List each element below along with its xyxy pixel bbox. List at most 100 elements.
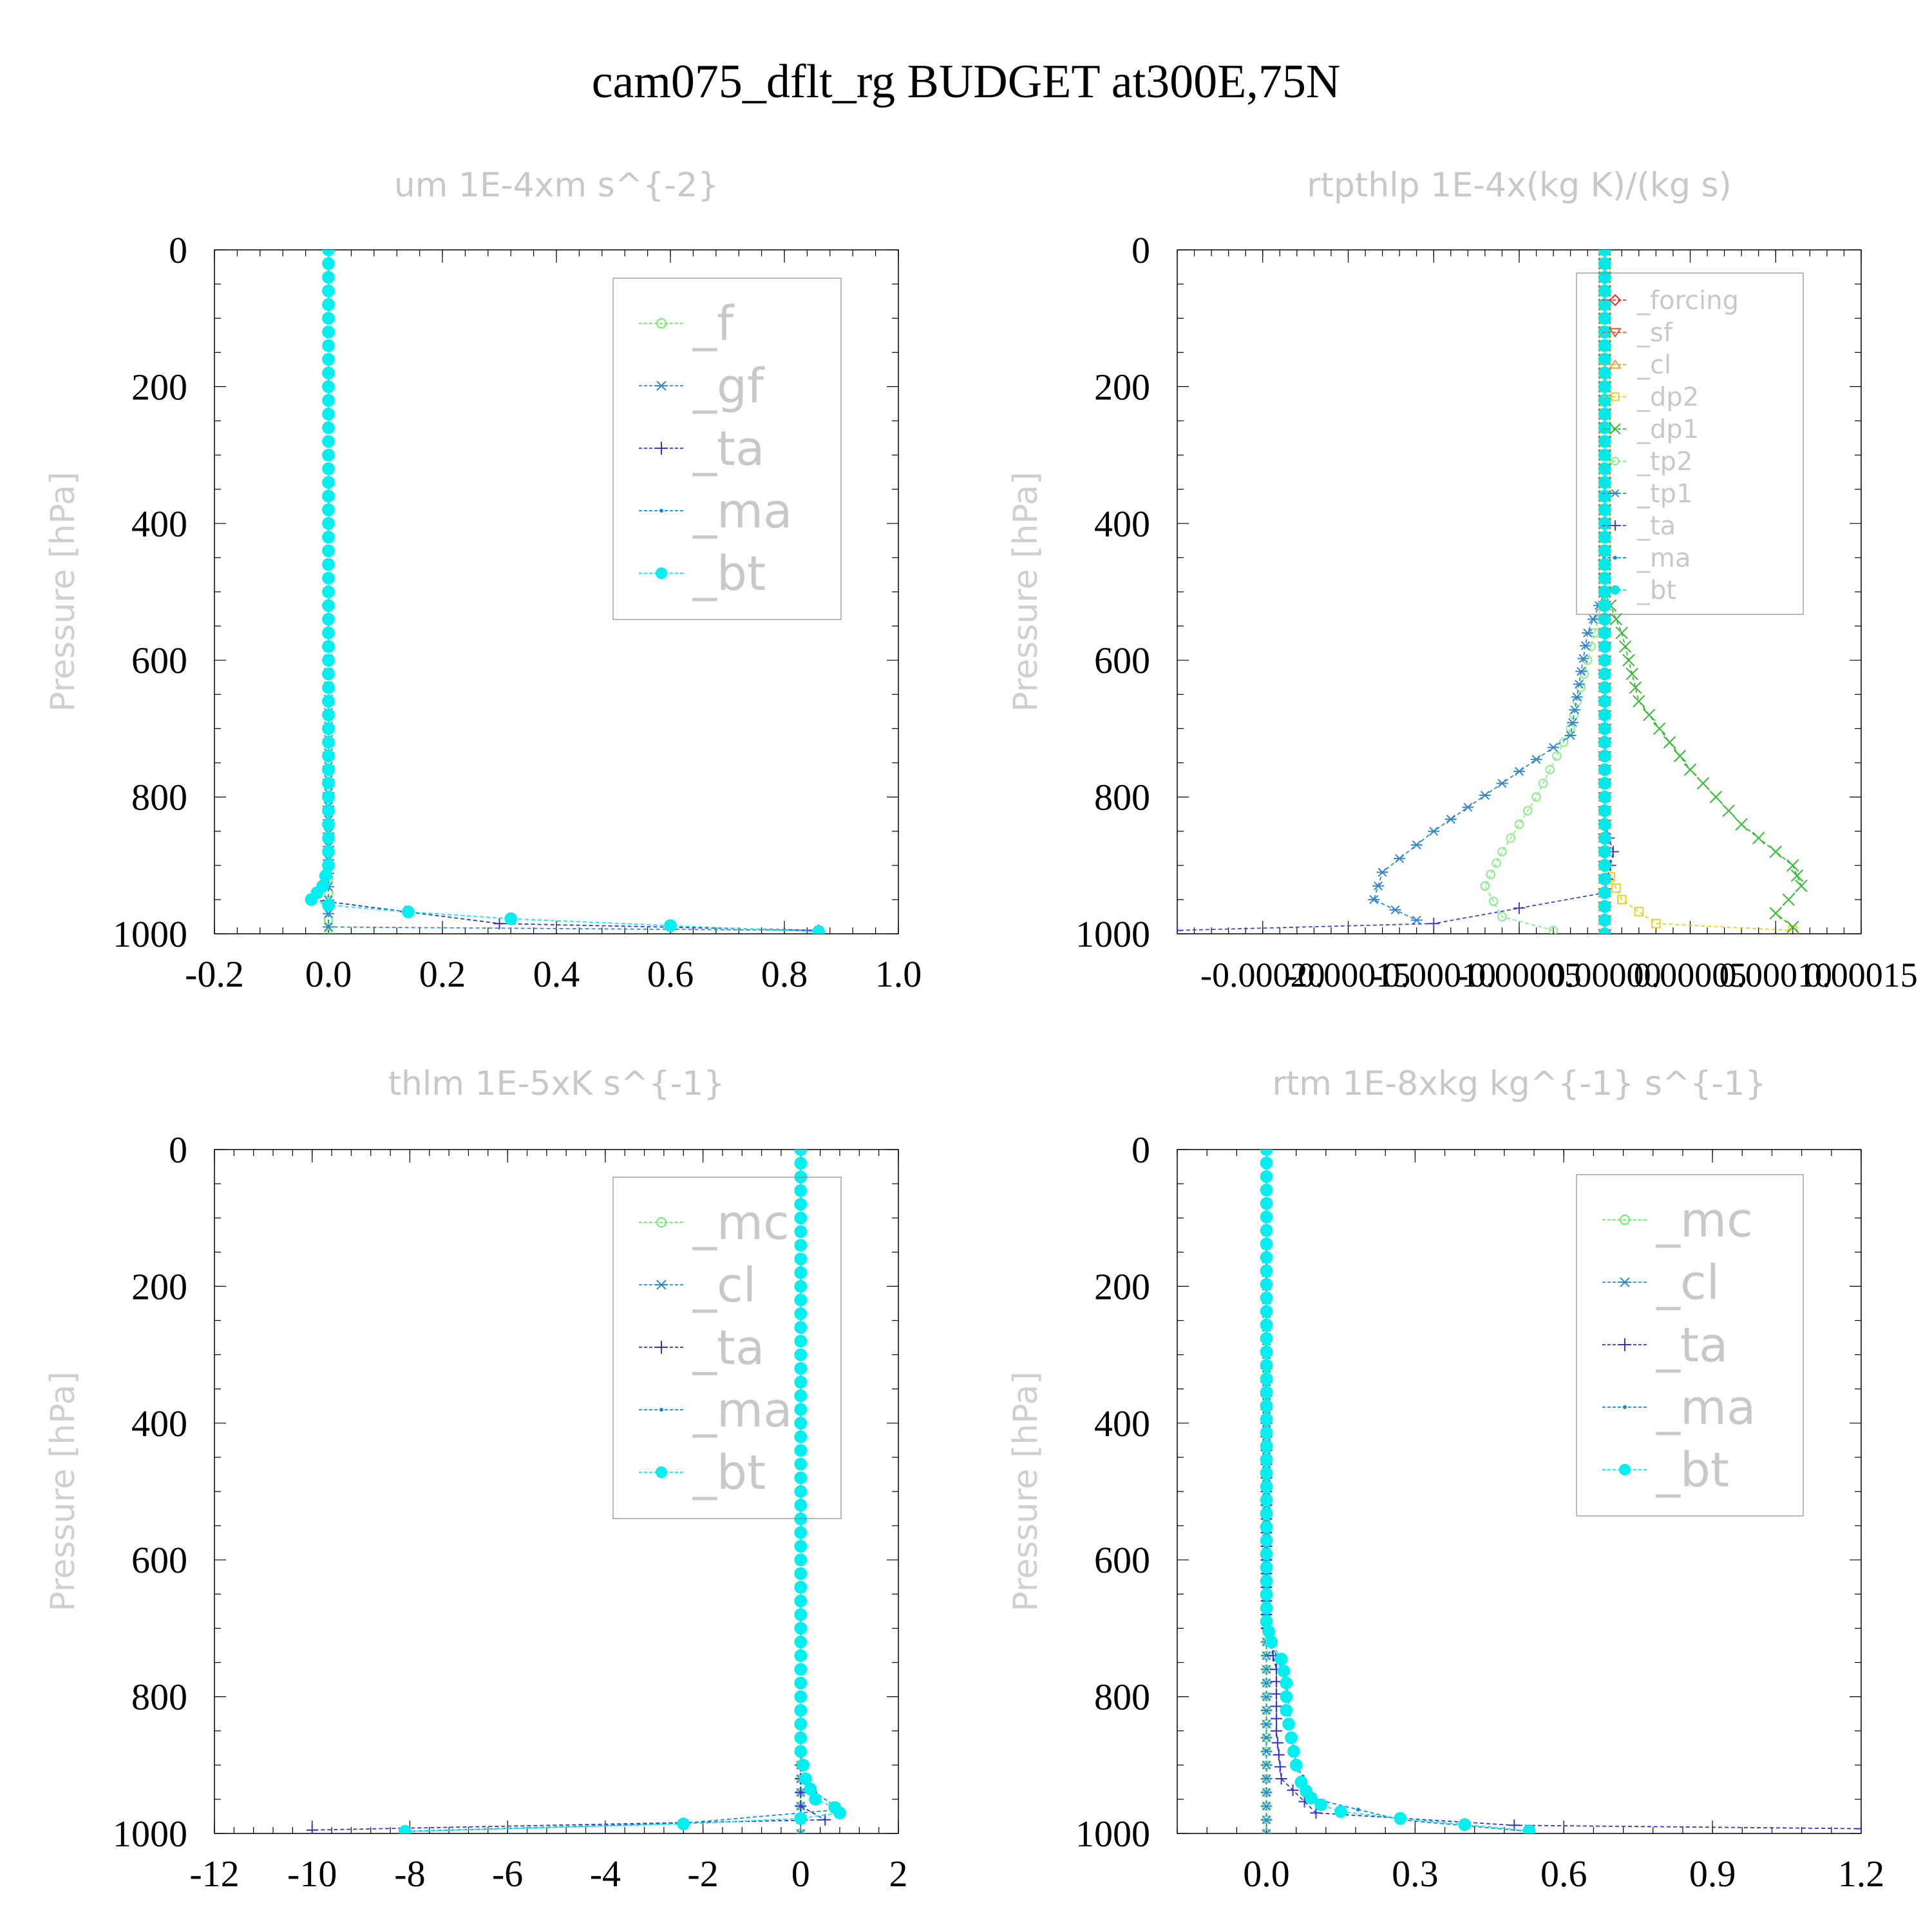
data-point (1558, 737, 1569, 747)
legend-label: _forcing (1636, 286, 1739, 316)
data-point (1569, 705, 1581, 715)
legend-entry-ta: _ta (1602, 511, 1676, 541)
data-point (1582, 628, 1594, 638)
data-point (1260, 1692, 1273, 1701)
y-tick-label: 0 (169, 229, 187, 271)
data-point (1260, 1426, 1273, 1439)
legend-label: _ma (692, 1383, 792, 1438)
data-point (1598, 503, 1611, 516)
legend-marker (655, 381, 668, 391)
data-point (794, 1457, 808, 1471)
series-markers-ta (1260, 1150, 1861, 1833)
x-tick-label: 0.9 (1689, 1853, 1736, 1895)
data-point (322, 448, 335, 462)
data-point (1786, 859, 1799, 872)
data-point (1280, 1676, 1293, 1690)
data-point (1260, 1615, 1273, 1628)
data-point (1410, 840, 1423, 849)
legend-entry-bt: _bt (1602, 576, 1676, 605)
data-point (794, 1540, 808, 1553)
data-point (1598, 749, 1611, 762)
data-point (1579, 669, 1589, 679)
data-point (794, 1211, 808, 1225)
data-point (809, 1793, 822, 1806)
x-tick-label: 0.0 (1243, 1853, 1290, 1895)
data-point (794, 1731, 808, 1745)
data-point (1444, 815, 1457, 824)
legend-label: _bt (692, 546, 766, 601)
series-markers-bt (1260, 1150, 1536, 1833)
legend-label: _bt (1656, 1443, 1729, 1498)
data-point (322, 407, 335, 421)
data-point (1260, 1345, 1273, 1358)
data-point (1513, 766, 1525, 776)
data-point (1260, 1747, 1273, 1756)
data-point (322, 845, 335, 858)
data-point (1356, 1807, 1360, 1812)
data-point (322, 831, 335, 845)
data-point (794, 1361, 808, 1375)
data-point (1260, 1575, 1273, 1587)
data-point (794, 1184, 808, 1197)
y-tick-label: 800 (1094, 777, 1150, 819)
data-point (1566, 724, 1575, 734)
data-point (794, 1526, 808, 1539)
data-point (1598, 599, 1611, 612)
data-point (322, 804, 335, 817)
data-point (794, 1690, 808, 1703)
data-point (794, 1676, 808, 1690)
series-line-bt (404, 1150, 841, 1832)
x-tick-label: -12 (189, 1853, 239, 1895)
chart-panel-4: rtm 1E-8xkg kg^{-1} s^{-1} Pressure [hPa]… (1007, 1065, 1884, 1895)
data-point (795, 1828, 807, 1833)
data-point (305, 893, 318, 906)
data-point (794, 1376, 808, 1388)
data-point (1260, 1719, 1273, 1729)
data-point (1280, 1690, 1293, 1703)
legend-entry-cl: _cl (639, 1258, 756, 1313)
panel-title: rtm 1E-8xkg kg^{-1} s^{-1} (1272, 1065, 1766, 1103)
legend-entry-forcing: _forcing (1602, 286, 1739, 316)
data-point (1598, 927, 1611, 934)
legend-entry-dp1: _dp1 (1602, 415, 1699, 444)
series-markers-dp1 (1598, 250, 1808, 934)
data-point (322, 516, 335, 530)
data-point (794, 1293, 808, 1307)
data-point (794, 1307, 808, 1320)
data-point (1273, 1748, 1285, 1761)
data-point (1579, 641, 1591, 650)
legend-label: _ma (1636, 544, 1690, 573)
data-point (322, 708, 335, 722)
data-point (1492, 858, 1501, 868)
data-point (1428, 826, 1440, 836)
y-tick-label: 600 (131, 1539, 187, 1581)
data-point (794, 1622, 808, 1635)
data-point (1609, 612, 1623, 626)
data-point (323, 929, 334, 934)
data-point (1486, 869, 1496, 880)
data-point (1260, 1183, 1273, 1197)
data-point (1287, 1784, 1299, 1796)
data-point (1786, 920, 1799, 934)
data-point (794, 1416, 808, 1430)
data-point (322, 435, 335, 448)
legend-entry-ma: _ma (639, 484, 792, 539)
data-point (1260, 1399, 1273, 1412)
x-tick-label: 1.0 (875, 953, 922, 995)
data-point (1458, 1818, 1472, 1832)
series-line-bt (1265, 1150, 1530, 1832)
legend-marker (1609, 294, 1622, 307)
data-point (1598, 366, 1611, 380)
y-axis-label: Pressure [hPa] (44, 472, 82, 712)
data-point (1277, 1664, 1291, 1678)
data-point (322, 654, 335, 667)
legend-marker (659, 1408, 663, 1412)
x-tick-label: 0.6 (647, 953, 694, 995)
data-point (1598, 435, 1611, 448)
y-tick-label: 200 (131, 366, 187, 408)
data-point (1265, 1635, 1278, 1649)
data-point (1285, 1731, 1298, 1745)
legend: _mc _cl _ta _ma _bt (1576, 1174, 1804, 1517)
y-tick-label: 200 (131, 1265, 187, 1307)
